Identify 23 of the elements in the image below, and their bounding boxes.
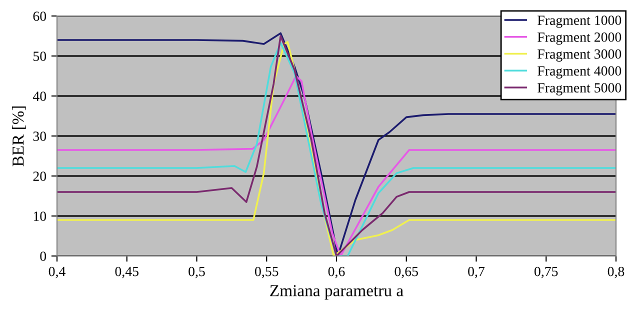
x-tick-label: 0,6 — [328, 266, 345, 278]
legend-label: Fragment 3000 — [538, 49, 622, 62]
x-tick-label: 0,45 — [115, 266, 138, 278]
y-tick-label: 10 — [34, 212, 46, 221]
x-tick-label: 0,4 — [48, 266, 66, 278]
y-axis-title: BER [%] — [12, 106, 26, 166]
y-tick-label: 0 — [40, 252, 46, 261]
x-tick-label: 0,7 — [468, 266, 485, 278]
legend-label: Fragment 2000 — [538, 32, 622, 45]
y-tick-label: 50 — [34, 52, 46, 61]
x-tick-label: 0,75 — [534, 266, 558, 278]
legend-label: Fragment 4000 — [538, 66, 622, 78]
x-tick-label: 0,8 — [608, 266, 624, 278]
y-tick-label: 30 — [33, 132, 46, 141]
legend-label: Fragment 5000 — [538, 83, 622, 96]
x-axis-title: Zmiana parametru a — [270, 285, 404, 300]
x-tick-label: 0,5 — [188, 266, 205, 278]
y-tick-label: 20 — [33, 172, 46, 181]
x-tick-label: 0,55 — [255, 266, 278, 278]
y-tick-label: 60 — [33, 12, 46, 21]
x-tick-label: 0,65 — [394, 266, 418, 278]
legend-label: Fragment 1000 — [538, 16, 622, 28]
y-tick-label: 40 — [32, 92, 46, 101]
